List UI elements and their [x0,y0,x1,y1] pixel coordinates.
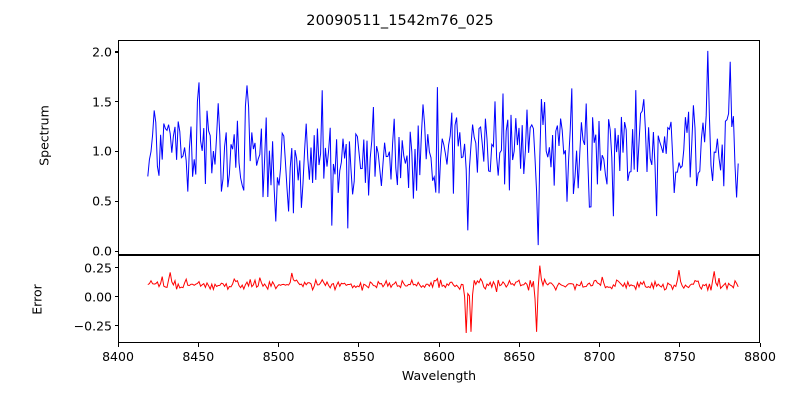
ytick-mark-spectrum-0.5 [114,200,118,202]
xtick-label-8600: 8600 [423,349,455,364]
xtick-mark-8400 [117,343,119,347]
xtick-label-8700: 8700 [583,349,616,364]
ytick-mark-spectrum-2.0 [114,51,118,53]
ytick-label-error-0.25: 0.25 [84,260,112,276]
ytick-label-spectrum-2.0: 2.0 [92,44,112,60]
spectrum-axis-label: Spectrum [36,105,52,166]
ytick-mark-spectrum-1.5 [114,101,118,103]
xtick-mark-8600 [438,343,440,347]
xtick-label-8750: 8750 [663,349,696,364]
ytick-mark-spectrum-0.0 [114,250,118,252]
error-line-plot [119,256,759,342]
xtick-mark-8700 [599,343,601,347]
error-axes [118,255,760,343]
xtick-label-8400: 8400 [102,349,134,364]
ytick-mark-spectrum-1.0 [114,150,118,153]
xtick-label-8550: 8550 [342,349,375,364]
ytick-mark-error-0.00 [114,296,118,298]
ytick-mark-error-0.25 [114,267,118,269]
xtick-label-8450: 8450 [182,349,215,364]
xtick-mark-8450 [197,343,199,347]
figure-title: 20090511_1542m76_025 [306,13,494,29]
ytick-mark-error--0.25 [114,325,118,327]
ytick-label-error-0.00: 0.00 [84,289,112,305]
xtick-mark-8750 [679,343,681,347]
wavelength-axis-label: Wavelength [401,368,477,383]
xtick-mark-8500 [278,343,280,347]
ytick-label-spectrum-1.0: 1.0 [92,143,112,159]
spectrum-series-path [148,51,738,245]
xtick-mark-8550 [358,343,360,347]
spectrum-line-plot [119,41,759,254]
ytick-label-spectrum-0.5: 0.5 [92,193,112,209]
xtick-mark-8800 [759,343,761,347]
xtick-label-8500: 8500 [262,349,295,364]
error-axis-label: Error [29,284,45,315]
xtick-mark-8650 [518,343,520,347]
ytick-label-spectrum-1.5: 1.5 [92,94,112,110]
ytick-label-spectrum-0.0: 0.0 [92,243,112,259]
xtick-label-8800: 8800 [744,349,776,364]
spectrum-axes [118,40,760,255]
ytick-label-error--0.25: −0.25 [73,318,112,334]
error-series-path [148,266,738,333]
xtick-label-8650: 8650 [503,349,536,364]
